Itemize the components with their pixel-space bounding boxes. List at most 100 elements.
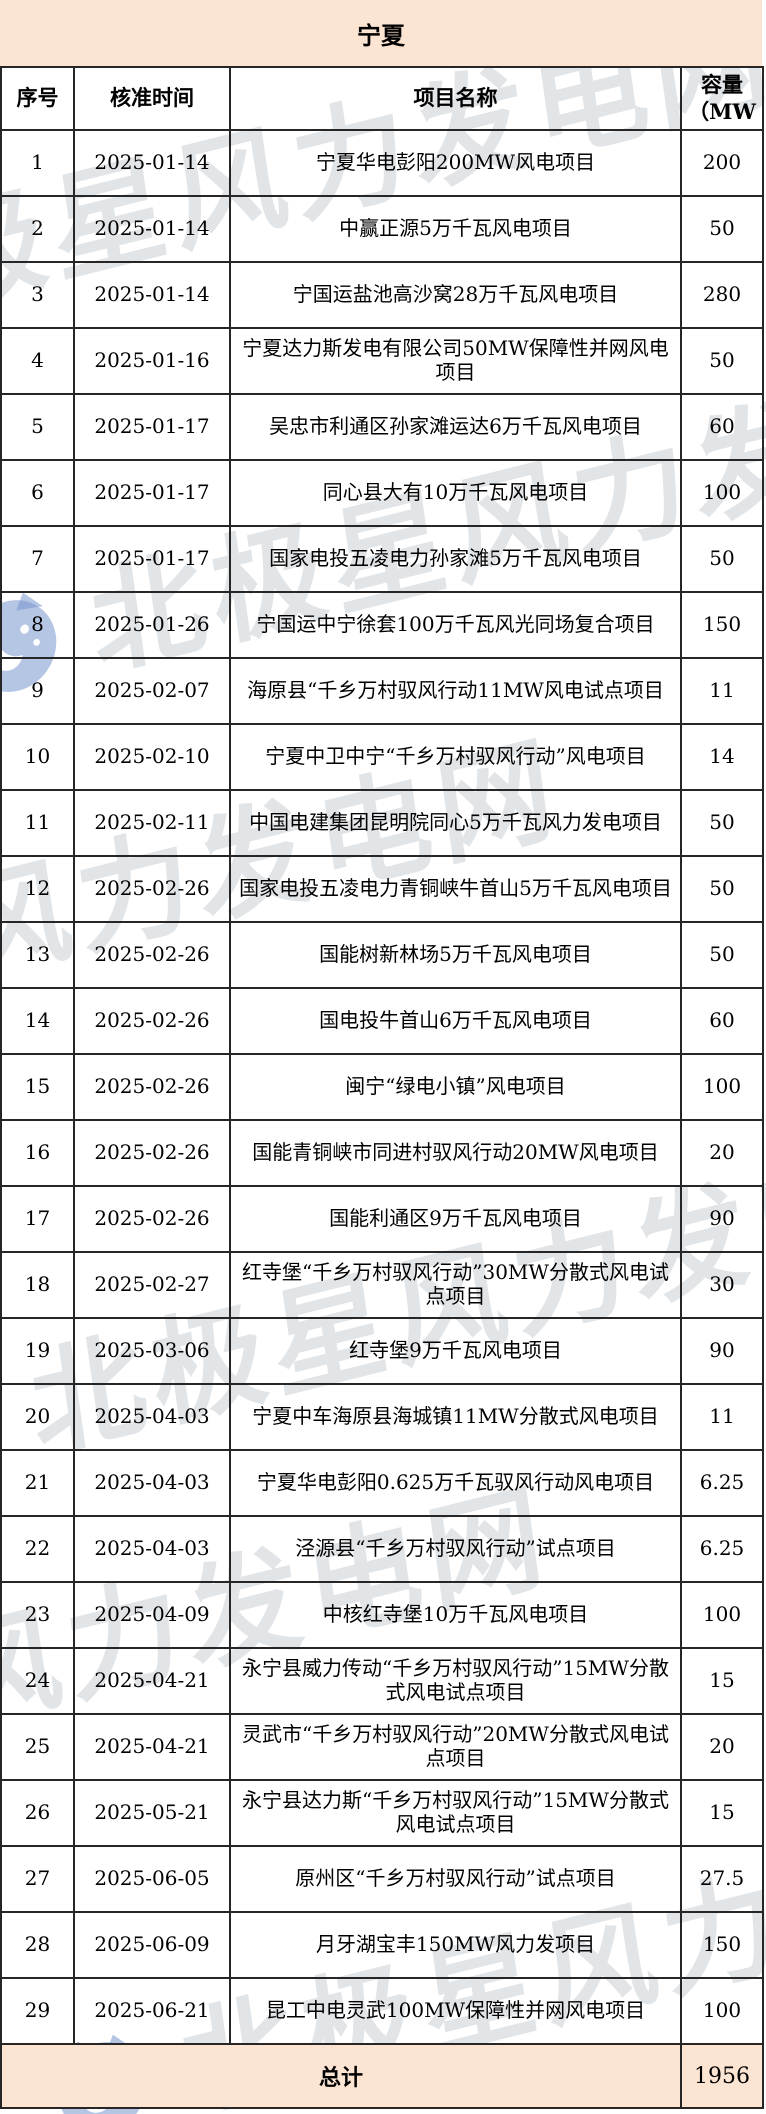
approval-date: 2025-02-26 [73,1053,231,1121]
table-row: 16 2025-02-26 国能青铜峡市同进村驭风行动20MW风电项目 20 [0,1119,764,1187]
row-number: 21 [0,1449,75,1517]
capacity-value: 150 [680,1911,764,1979]
row-number: 18 [0,1251,75,1319]
row-number: 27 [0,1845,75,1913]
capacity-value: 50 [680,195,764,263]
table-row: 13 2025-02-26 国能树新林场5万千瓦风电项目 50 [0,921,764,989]
region-title-band: 宁夏 [0,0,762,66]
table-row: 18 2025-02-27 红寺堡“千乡万村驭风行动”30MW分散式风电试点项目… [0,1251,764,1319]
project-name: 宁国运盐池高沙窝28万千瓦风电项目 [229,261,682,329]
capacity-value: 50 [680,327,764,395]
table-row: 6 2025-01-17 同心县大有10万千瓦风电项目 100 [0,459,764,527]
capacity-value: 15 [680,1779,764,1847]
capacity-value: 20 [680,1713,764,1781]
table-row: 17 2025-02-26 国能利通区9万千瓦风电项目 90 [0,1185,764,1253]
approval-date: 2025-06-21 [73,1977,231,2045]
row-number: 8 [0,591,75,659]
capacity-value: 280 [680,261,764,329]
approval-date: 2025-01-17 [73,459,231,527]
table-row: 1 2025-01-14 宁夏华电彭阳200MW风电项目 200 [0,129,764,197]
capacity-value: 50 [680,525,764,593]
project-name: 泾源县“千乡万村驭风行动”试点项目 [229,1515,682,1583]
approval-date: 2025-01-17 [73,525,231,593]
row-number: 29 [0,1977,75,2045]
project-name: 灵武市“千乡万村驭风行动”20MW分散式风电试点项目 [229,1713,682,1781]
table-row: 24 2025-04-21 永宁县威力传动“千乡万村驭风行动”15MW分散式风电… [0,1647,764,1715]
table-row: 15 2025-02-26 闽宁“绿电小镇”风电项目 100 [0,1053,764,1121]
approval-date: 2025-03-06 [73,1317,231,1385]
capacity-value: 100 [680,1581,764,1649]
row-number: 7 [0,525,75,593]
capacity-value: 200 [680,129,764,197]
col-header-capacity-line1: 容量 [701,72,743,98]
row-number: 23 [0,1581,75,1649]
region-title: 宁夏 [357,20,405,50]
capacity-value: 30 [680,1251,764,1319]
approval-date: 2025-02-26 [73,921,231,989]
table-row: 3 2025-01-14 宁国运盐池高沙窝28万千瓦风电项目 280 [0,261,764,329]
approval-date: 2025-06-05 [73,1845,231,1913]
capacity-value: 60 [680,987,764,1055]
capacity-value: 15 [680,1647,764,1715]
table-row: 8 2025-01-26 宁国运中宁徐套100万千瓦风光同场复合项目 150 [0,591,764,659]
table-row: 22 2025-04-03 泾源县“千乡万村驭风行动”试点项目 6.25 [0,1515,764,1583]
table-row: 9 2025-02-07 海原县“千乡万村驭风行动11MW风电试点项目 11 [0,657,764,725]
approval-date: 2025-01-26 [73,591,231,659]
project-name: 宁夏华电彭阳200MW风电项目 [229,129,682,197]
approval-date: 2025-01-16 [73,327,231,395]
project-name: 吴忠市利通区孙家滩运达6万千瓦风电项目 [229,393,682,461]
capacity-value: 90 [680,1317,764,1385]
project-name: 永宁县威力传动“千乡万村驭风行动”15MW分散式风电试点项目 [229,1647,682,1715]
table-row: 27 2025-06-05 原州区“千乡万村驭风行动”试点项目 27.5 [0,1845,764,1913]
row-number: 15 [0,1053,75,1121]
table-row: 4 2025-01-16 宁夏达力斯发电有限公司50MW保障性并网风电项目 50 [0,327,764,395]
row-number: 6 [0,459,75,527]
table-row: 21 2025-04-03 宁夏华电彭阳0.625万千瓦驭风行动风电项目 6.2… [0,1449,764,1517]
row-number: 25 [0,1713,75,1781]
approval-date: 2025-04-03 [73,1515,231,1583]
project-name: 国电投牛首山6万千瓦风电项目 [229,987,682,1055]
project-name: 国能利通区9万千瓦风电项目 [229,1185,682,1253]
capacity-value: 6.25 [680,1449,764,1517]
table-row: 20 2025-04-03 宁夏中车海原县海城镇11MW分散式风电项目 11 [0,1383,764,1451]
total-value: 1956 [680,2043,764,2109]
project-name: 宁夏中车海原县海城镇11MW分散式风电项目 [229,1383,682,1451]
approval-date: 2025-02-26 [73,855,231,923]
project-name: 红寺堡“千乡万村驭风行动”30MW分散式风电试点项目 [229,1251,682,1319]
project-name: 闽宁“绿电小镇”风电项目 [229,1053,682,1121]
row-number: 4 [0,327,75,395]
row-number: 16 [0,1119,75,1187]
header-row: 序号 核准时间 项目名称 容量 （MW [0,66,764,131]
row-number: 11 [0,789,75,857]
row-number: 26 [0,1779,75,1847]
total-label: 总计 [0,2043,682,2109]
row-number: 24 [0,1647,75,1715]
approval-date: 2025-04-09 [73,1581,231,1649]
table-row: 7 2025-01-17 国家电投五凌电力孙家滩5万千瓦风电项目 50 [0,525,764,593]
row-number: 22 [0,1515,75,1583]
project-name: 永宁县达力斯“千乡万村驭风行动”15MW分散式风电试点项目 [229,1779,682,1847]
capacity-value: 50 [680,921,764,989]
project-name: 同心县大有10万千瓦风电项目 [229,459,682,527]
approval-date: 2025-02-26 [73,1185,231,1253]
table-row: 5 2025-01-17 吴忠市利通区孙家滩运达6万千瓦风电项目 60 [0,393,764,461]
capacity-value: 6.25 [680,1515,764,1583]
capacity-value: 27.5 [680,1845,764,1913]
row-number: 17 [0,1185,75,1253]
approval-date: 2025-02-27 [73,1251,231,1319]
approval-date: 2025-01-14 [73,129,231,197]
total-row: 总计 1956 [0,2043,764,2109]
table-row: 26 2025-05-21 永宁县达力斯“千乡万村驭风行动”15MW分散式风电试… [0,1779,764,1847]
row-number: 28 [0,1911,75,1979]
capacity-value: 11 [680,657,764,725]
approval-date: 2025-02-26 [73,987,231,1055]
project-name: 中赢正源5万千瓦风电项目 [229,195,682,263]
project-name: 原州区“千乡万村驭风行动”试点项目 [229,1845,682,1913]
capacity-value: 90 [680,1185,764,1253]
capacity-value: 100 [680,459,764,527]
row-number: 2 [0,195,75,263]
capacity-value: 100 [680,1053,764,1121]
approval-date: 2025-02-11 [73,789,231,857]
table-row: 2 2025-01-14 中赢正源5万千瓦风电项目 50 [0,195,764,263]
capacity-value: 14 [680,723,764,791]
